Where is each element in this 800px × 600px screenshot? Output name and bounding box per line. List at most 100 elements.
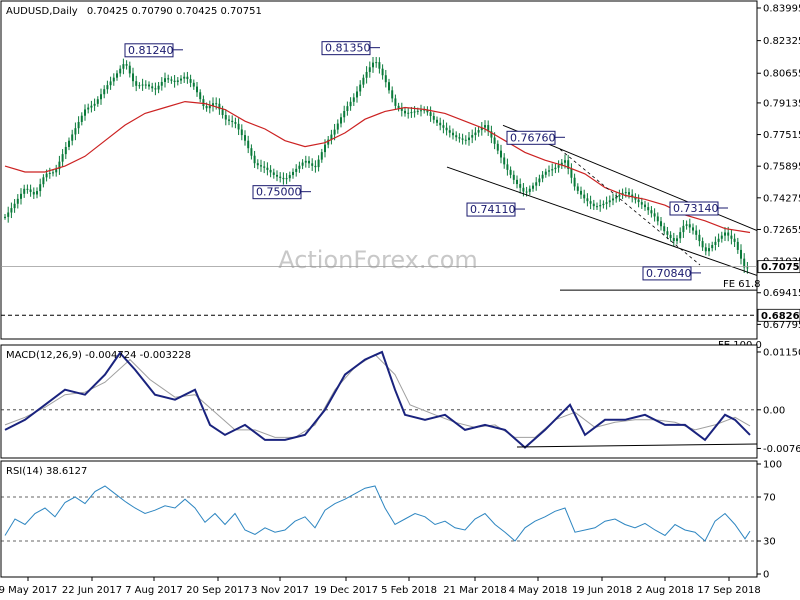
candle-body [452, 132, 454, 136]
candle-body [77, 121, 80, 129]
macd-signal-line [4, 353, 751, 438]
candle-body [320, 152, 323, 160]
candle-body [45, 173, 48, 178]
candle-body [68, 140, 70, 147]
candle-body [4, 216, 6, 218]
candle-body [327, 139, 330, 145]
candle-body [346, 106, 349, 112]
candle-body [688, 224, 691, 228]
candle-body [605, 202, 608, 204]
candle-body [471, 135, 474, 138]
candle-body [180, 78, 182, 81]
candle-body [388, 82, 390, 91]
price-y-tick-label: 0.77515 [763, 130, 800, 141]
candle-body [144, 84, 147, 86]
level-price-label-box [757, 308, 800, 322]
x-tick-label: 17 Sep 2018 [697, 585, 760, 596]
candle-body [13, 203, 16, 209]
macd-overlays [516, 443, 758, 448]
candle-body [528, 188, 531, 192]
candle-body [624, 192, 627, 194]
candle-body [368, 67, 371, 72]
price-y-tick-label: 0.67795 [763, 320, 800, 331]
candle-body [733, 238, 736, 242]
candle-body [29, 189, 32, 192]
candle-body [576, 186, 579, 191]
candle-body [221, 109, 224, 116]
candle-body [541, 174, 544, 179]
rsi-y-tick-label: 100 [763, 460, 782, 471]
candle-body [560, 162, 563, 166]
candle-body [468, 137, 470, 141]
price-labels: 0.81240 0.81350 0.75000 0.76760 0.74110 0.731… [124, 41, 728, 281]
candle-body [445, 127, 448, 131]
candle-body [39, 184, 42, 192]
candle-body [682, 225, 685, 233]
candle-body [746, 267, 749, 269]
candle-body [154, 88, 157, 90]
candle-body [55, 169, 58, 173]
candle-body [100, 94, 102, 100]
candle-body [413, 111, 416, 113]
candle-body [36, 191, 38, 195]
candle-body [676, 238, 678, 242]
candle-body [247, 140, 250, 149]
candle-body [628, 192, 630, 195]
candle-body [266, 167, 269, 170]
x-axis: 9 May 2017 22 Jun 2017 7 Aug 2017 20 Sep 20… [0, 577, 761, 596]
candle-body [295, 168, 298, 172]
rsi-y-tick-label: 0 [763, 570, 769, 581]
candle-body [212, 103, 214, 106]
candle-body [269, 169, 272, 173]
candle-body [96, 99, 99, 104]
candle-body [349, 101, 352, 107]
candle-body [244, 135, 246, 141]
candle-body [343, 111, 346, 118]
candle-body [138, 85, 141, 87]
candle-body [551, 169, 554, 171]
candle-body [599, 205, 602, 207]
macd-title: MACD(12,26,9) -0.004724 -0.003228 [6, 350, 191, 361]
candle-body [692, 227, 694, 231]
watermark: ActionForex.com [278, 246, 478, 274]
candle-body [708, 248, 710, 252]
macd-frame [0, 344, 758, 459]
candle-body [512, 174, 515, 180]
candle-body [10, 208, 13, 213]
candle-body [381, 68, 384, 76]
macd-panel: MACD(12,26,9) -0.004724 -0.003228 [0, 344, 758, 459]
candle-body [423, 109, 426, 111]
candle-body [375, 62, 378, 64]
candle-body [538, 178, 541, 183]
candle-body [548, 170, 550, 172]
candle-body [736, 241, 739, 250]
candle-body [32, 191, 35, 195]
candle-body [660, 221, 662, 227]
price-y-tick-label: 0.83995 [763, 4, 800, 15]
candle-body [42, 177, 45, 185]
candle-body [48, 172, 51, 174]
candle-body [378, 62, 381, 69]
candle-body [714, 241, 717, 245]
candle-body [554, 167, 557, 170]
candle-body [205, 106, 208, 109]
rsi-y-tick-label: 70 [763, 493, 776, 504]
candle-body [669, 234, 672, 238]
candle-body [509, 169, 512, 175]
candle-body [106, 85, 109, 90]
candle-body [634, 197, 637, 200]
candle-body [58, 161, 61, 170]
candle-body [250, 148, 253, 156]
candle-body [573, 177, 576, 187]
candle-body [192, 82, 195, 87]
macd-line [4, 350, 751, 449]
candle-body [464, 139, 467, 141]
candle-body [135, 81, 138, 86]
rsi-line [4, 485, 751, 542]
candle-body [119, 68, 122, 74]
candle-body [544, 171, 547, 175]
price-y-tick-label: 0.75895 [763, 162, 800, 173]
candle-body [666, 231, 669, 235]
price-panel: ActionForex.com FE 61.8FE 100.0 0.812400… [0, 0, 762, 351]
